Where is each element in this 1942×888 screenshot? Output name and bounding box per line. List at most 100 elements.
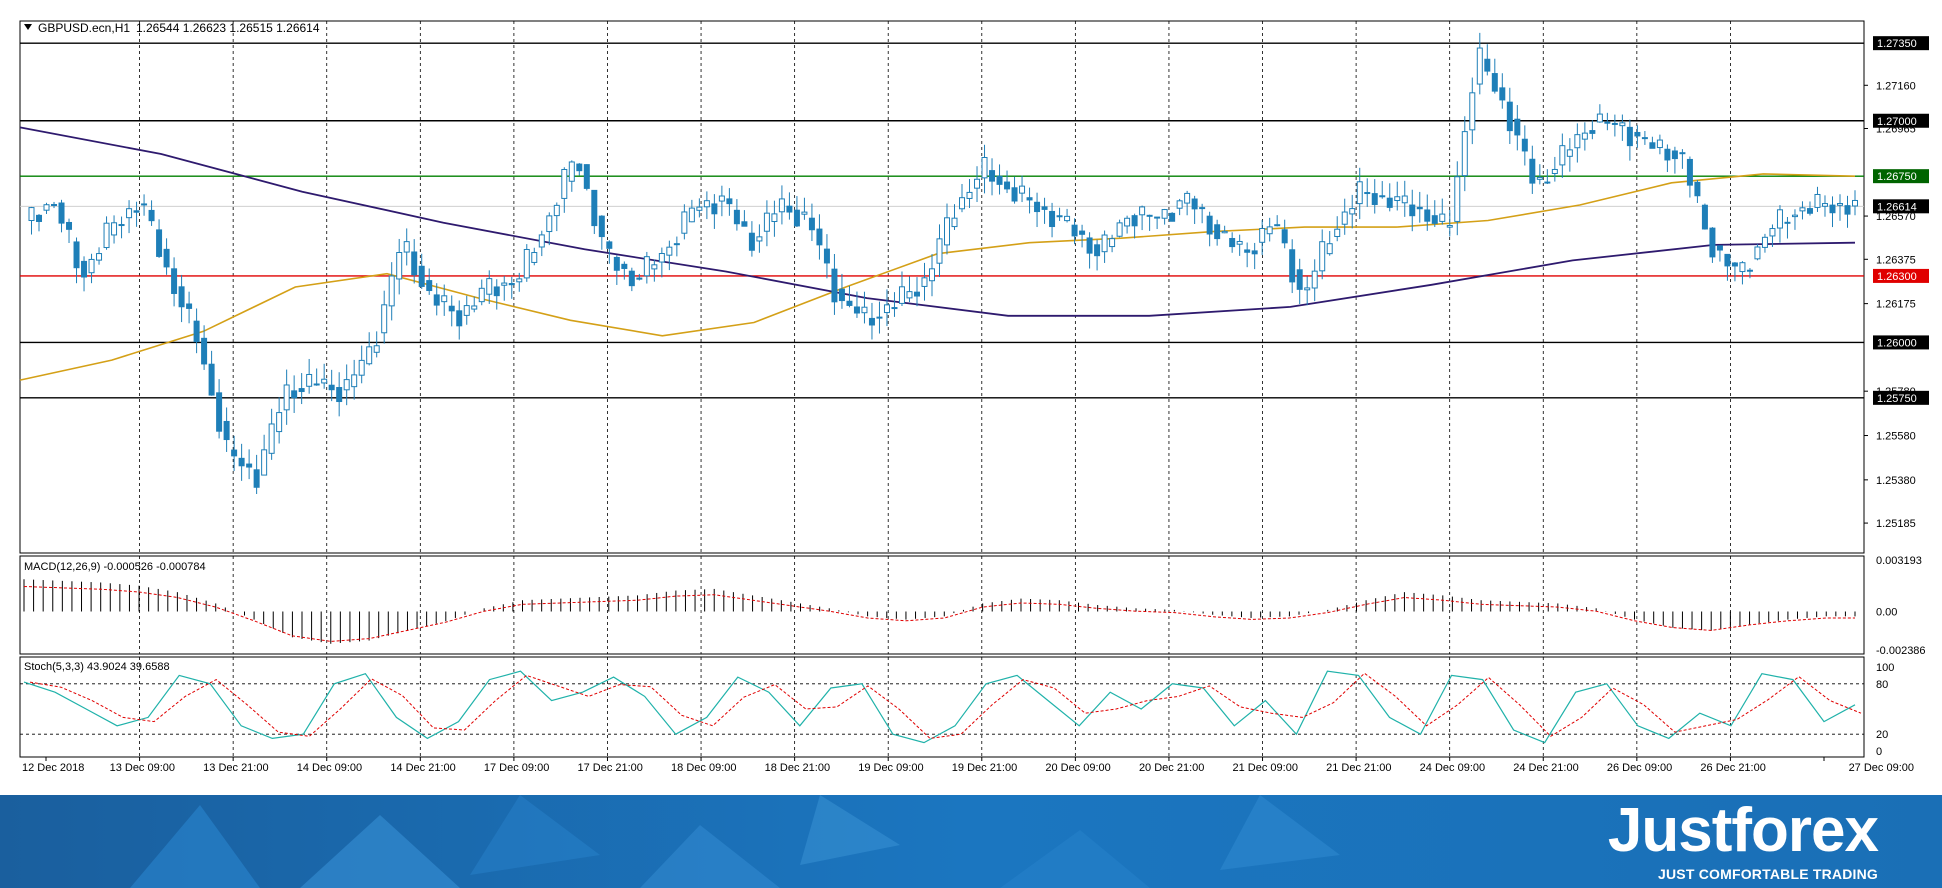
candle-body (666, 246, 673, 256)
candle-body (1364, 192, 1371, 195)
time-axis-label: 21 Dec 21:00 (1326, 762, 1391, 774)
macd-pane[interactable] (19, 555, 1865, 655)
candle-body (1566, 149, 1573, 157)
candle-body (163, 248, 170, 268)
price-tag-label: 1.26300 (1877, 271, 1917, 283)
price-tag-box (1873, 113, 1929, 128)
candle-body (861, 306, 868, 314)
candle-body (636, 277, 643, 280)
candle-body (58, 202, 65, 224)
candle-body (891, 307, 898, 310)
candle-body (448, 305, 455, 312)
candle-body (373, 345, 380, 353)
candle-body (1836, 203, 1843, 206)
candle-body (1686, 158, 1693, 186)
candle-body (343, 379, 350, 391)
candle-body (1844, 205, 1851, 215)
candle-body (1236, 240, 1243, 245)
candle-body (1206, 215, 1213, 235)
trading-chart[interactable]: 1.271601.269651.265701.263751.261751.257… (0, 0, 1942, 795)
candle-body (846, 300, 853, 306)
candle-body (193, 320, 200, 343)
candle-body (1191, 198, 1198, 210)
price-axis-label: 1.26175 (1876, 299, 1916, 311)
candle-body (576, 163, 583, 172)
time-axis-label: 17 Dec 21:00 (577, 762, 642, 774)
candle-body (1356, 181, 1363, 205)
candle-body (1319, 241, 1326, 272)
candle-body (703, 200, 710, 208)
price-tag-label: 1.26750 (1877, 171, 1917, 183)
candle-body (141, 203, 148, 206)
candle-body (1439, 213, 1446, 222)
candle-body (1769, 228, 1776, 237)
stochastic-pane[interactable] (19, 656, 1865, 758)
price-axis-label: 1.25185 (1876, 518, 1916, 530)
candle-body (1304, 287, 1311, 291)
candle-body (298, 388, 305, 393)
brand-tagline: JUST COMFORTABLE TRADING (1658, 866, 1878, 882)
candle-body (216, 392, 223, 432)
candle-body (1146, 214, 1153, 217)
candle-body (426, 280, 433, 292)
candle-body (1161, 209, 1168, 219)
candle-body (1394, 196, 1401, 201)
candle-body (801, 211, 808, 215)
candle-body (1041, 206, 1048, 210)
stochastic-pane-frame (19, 656, 1865, 758)
candle-body (1739, 262, 1746, 273)
candle-body (981, 157, 988, 179)
collapse-triangle-icon[interactable] (24, 24, 32, 30)
candle-body (1574, 134, 1581, 149)
price-pane[interactable] (19, 20, 1865, 554)
candle-body (28, 207, 35, 222)
candle-body (1259, 228, 1266, 243)
candle-body (508, 283, 515, 286)
candle-body (823, 248, 830, 264)
macd-pane-frame (19, 555, 1865, 655)
candle-body (103, 222, 110, 249)
price-axis-label: 1.26375 (1876, 254, 1916, 266)
candle-body (1221, 230, 1228, 234)
price-tag-label: 1.25750 (1877, 393, 1917, 405)
candle-body (1664, 148, 1671, 161)
candle-body (1116, 222, 1123, 237)
horizontal-levels (20, 42, 1864, 399)
candle-body (96, 253, 103, 261)
time-axis-label: 19 Dec 09:00 (858, 762, 923, 774)
candle-body (1716, 245, 1723, 251)
price-tag-box (1873, 268, 1929, 283)
candle-body (531, 252, 538, 263)
candle-body (1311, 270, 1318, 289)
candle-body (36, 214, 43, 222)
candle-body (1424, 209, 1431, 222)
time-axis-label: 20 Dec 09:00 (1045, 762, 1110, 774)
candle-body (996, 175, 1003, 185)
candles (28, 32, 1858, 494)
candle-body (133, 210, 140, 213)
candle-body (1581, 132, 1588, 140)
candle-body (1671, 150, 1678, 160)
macd-axis-label: -0.002386 (1876, 645, 1926, 657)
time-axis-label: 27 Dec 09:00 (1849, 762, 1914, 774)
candle-body (1491, 73, 1498, 92)
time-axis-label: 20 Dec 21:00 (1139, 762, 1204, 774)
candle-body (283, 384, 290, 411)
candle-body (974, 178, 981, 189)
candle-body (418, 265, 425, 287)
candle-body (1694, 181, 1701, 197)
price-tag-label: 1.27350 (1877, 38, 1917, 50)
price-tag-box (1873, 169, 1929, 184)
price-tag-label: 1.26000 (1877, 337, 1917, 349)
candle-body (1814, 193, 1821, 208)
candle-body (906, 291, 913, 299)
candle-body (118, 224, 125, 227)
candle-body (1176, 200, 1183, 209)
candle-body (43, 204, 50, 211)
candle-body (1064, 215, 1071, 222)
candle-body (516, 278, 523, 283)
candle-body (606, 241, 613, 249)
candle-body (936, 238, 943, 264)
candle-body (1484, 58, 1491, 72)
candle-body (1034, 201, 1041, 213)
